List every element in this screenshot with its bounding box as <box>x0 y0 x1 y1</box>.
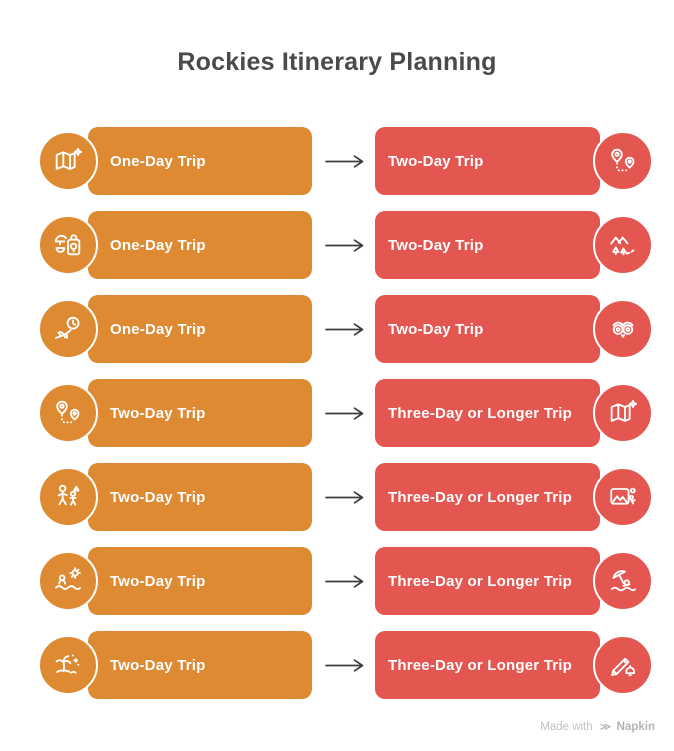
route-pins-icon <box>593 131 653 191</box>
forest-trail-icon <box>593 215 653 275</box>
node-three-day-trip[interactable]: Three-Day or Longer Trip <box>375 463 600 531</box>
node-label: Two-Day Trip <box>388 320 484 338</box>
map-sparkle-icon <box>38 131 98 191</box>
flow-rows: One-Day Trip Two-Day Trip One-Day Trip T… <box>0 127 674 715</box>
node-three-day-trip[interactable]: Three-Day or Longer Trip <box>375 547 600 615</box>
arrow-right-icon <box>325 659 369 672</box>
node-label: Two-Day Trip <box>110 656 206 674</box>
arrow-right-icon <box>325 239 369 252</box>
palm-island-icon <box>38 635 98 695</box>
node-one-day-trip[interactable]: One-Day Trip <box>88 127 312 195</box>
airplane-clock-icon <box>38 299 98 359</box>
flow-row: One-Day Trip Two-Day Trip <box>0 127 674 195</box>
flow-row: Two-Day Trip Three-Day or Longer Trip <box>0 379 674 447</box>
node-one-day-trip[interactable]: One-Day Trip <box>88 211 312 279</box>
arrow-right-icon <box>325 155 369 168</box>
node-two-day-trip[interactable]: Two-Day Trip <box>375 211 600 279</box>
node-one-day-trip[interactable]: One-Day Trip <box>88 295 312 363</box>
node-label: Two-Day Trip <box>388 236 484 254</box>
mountain-photo-icon <box>593 467 653 527</box>
flow-row: One-Day Trip Two-Day Trip <box>0 211 674 279</box>
node-two-day-trip[interactable]: Two-Day Trip <box>88 547 312 615</box>
node-label: Two-Day Trip <box>110 488 206 506</box>
node-two-day-trip[interactable]: Two-Day Trip <box>88 463 312 531</box>
node-two-day-trip[interactable]: Two-Day Trip <box>88 379 312 447</box>
made-with-napkin-link[interactable]: Made with Napkin <box>540 720 655 734</box>
node-label: Three-Day or Longer Trip <box>388 572 572 590</box>
node-three-day-trip[interactable]: Three-Day or Longer Trip <box>375 631 600 699</box>
arrow-right-icon <box>325 323 369 336</box>
node-label: Two-Day Trip <box>110 404 206 422</box>
made-with-text: Made with <box>540 721 593 733</box>
node-label: Two-Day Trip <box>110 572 206 590</box>
node-two-day-trip[interactable]: Two-Day Trip <box>88 631 312 699</box>
folded-map-icon <box>593 383 653 443</box>
arrow-right-icon <box>325 491 369 504</box>
arrow-right-icon <box>325 575 369 588</box>
owl-binoculars-icon <box>593 299 653 359</box>
family-icon <box>38 467 98 527</box>
napkin-logo-icon <box>598 720 612 734</box>
node-label: Three-Day or Longer Trip <box>388 488 572 506</box>
beach-umbrella-icon <box>593 551 653 611</box>
node-label: Three-Day or Longer Trip <box>388 656 572 674</box>
node-two-day-trip[interactable]: Two-Day Trip <box>375 295 600 363</box>
flow-row: One-Day Trip Two-Day Trip <box>0 295 674 363</box>
beach-sun-icon <box>38 551 98 611</box>
node-two-day-trip[interactable]: Two-Day Trip <box>375 127 600 195</box>
flow-row: Two-Day Trip Three-Day or Longer Trip <box>0 547 674 615</box>
napkin-brand-text: Napkin <box>616 721 655 733</box>
node-three-day-trip[interactable]: Three-Day or Longer Trip <box>375 379 600 447</box>
page-title: Rockies Itinerary Planning <box>177 48 497 76</box>
node-label: One-Day Trip <box>110 320 206 338</box>
luggage-umbrella-icon <box>38 215 98 275</box>
arrow-right-icon <box>325 407 369 420</box>
flow-row: Two-Day Trip Three-Day or Longer Trip <box>0 463 674 531</box>
pencil-bell-icon <box>593 635 653 695</box>
route-pins-icon <box>38 383 98 443</box>
node-label: One-Day Trip <box>110 236 206 254</box>
node-label: Two-Day Trip <box>388 152 484 170</box>
node-label: One-Day Trip <box>110 152 206 170</box>
flow-row: Two-Day Trip Three-Day or Longer Trip <box>0 631 674 699</box>
node-label: Three-Day or Longer Trip <box>388 404 572 422</box>
